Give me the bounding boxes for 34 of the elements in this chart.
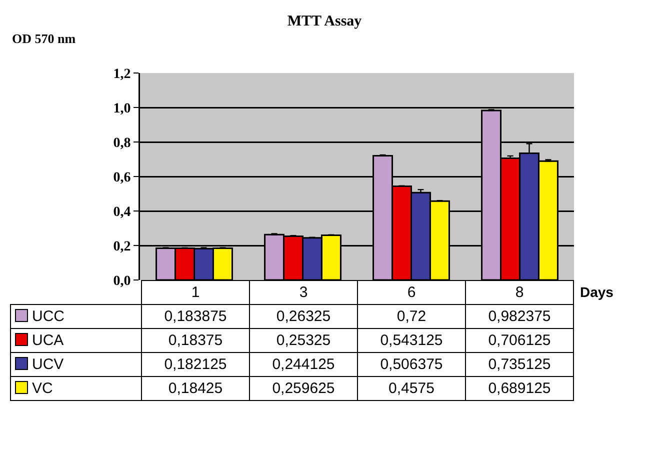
y-tick-label: 0,4 <box>113 204 131 220</box>
data-label: 0,543125 <box>358 328 466 352</box>
y-tick-label: 0,8 <box>113 136 131 151</box>
data-label: 0,982375 <box>466 304 574 328</box>
legend-label: UCC <box>32 308 64 324</box>
data-label: 0,18375 <box>142 328 250 352</box>
data-label: 0,182125 <box>142 352 250 376</box>
x-axis-title: Days <box>580 284 614 300</box>
data-label: 0,689125 <box>466 376 574 400</box>
data-label: 0,706125 <box>466 328 574 352</box>
legend-label: VC <box>32 380 53 396</box>
data-label: 0,735125 <box>466 352 574 376</box>
y-tick-label: 1,0 <box>113 101 131 116</box>
data-label: 0,183875 <box>142 304 250 328</box>
data-label: 0,18425 <box>142 376 250 400</box>
data-label: 0,259625 <box>250 376 358 400</box>
y-tick-label: 0,6 <box>113 170 131 186</box>
x-tick-label: 8 <box>466 280 574 304</box>
y-axis-title: OD 570 nm <box>12 31 76 46</box>
chart-title: MTT Assay <box>287 13 362 30</box>
data-label: 0,4575 <box>358 376 466 400</box>
x-tick-label: 3 <box>250 280 358 304</box>
x-tick-label: 6 <box>358 280 466 304</box>
x-tick-label: 1 <box>142 280 250 304</box>
legend-label: UCA <box>32 332 64 348</box>
data-label: 0,244125 <box>250 352 358 376</box>
y-tick-label: 0,0 <box>113 274 131 289</box>
data-label: 0,25325 <box>250 328 358 352</box>
data-label: 0,72 <box>358 304 466 328</box>
y-tick-label: 1,2 <box>113 66 131 82</box>
y-tick-label: 0,2 <box>113 239 131 254</box>
data-label: 0,506375 <box>358 352 466 376</box>
data-label: 0,26325 <box>250 304 358 328</box>
legend-label: UCV <box>32 356 64 372</box>
